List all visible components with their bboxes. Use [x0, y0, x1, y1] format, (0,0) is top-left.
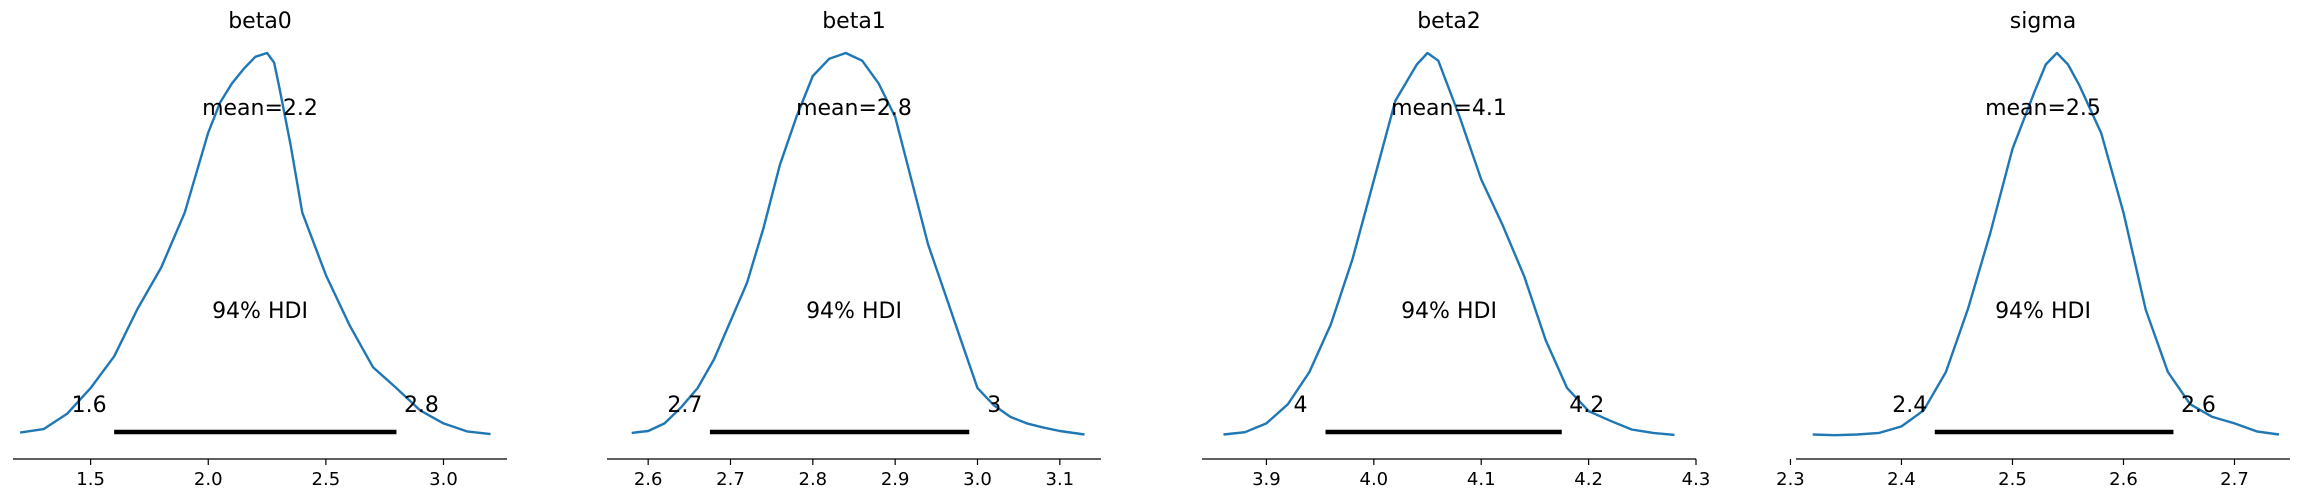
panel-title: beta0: [228, 9, 292, 34]
hdi-label: 94% HDI: [1995, 299, 2091, 324]
x-tick-label: 3.1: [1046, 469, 1075, 490]
hdi-upper-label: 4.2: [1569, 393, 1604, 418]
hdi-label: 94% HDI: [806, 299, 902, 324]
panel-title: beta2: [1417, 9, 1481, 34]
x-tick-label: 2.8: [799, 469, 828, 490]
density-curve: [1812, 51, 2280, 437]
x-tick-label: 2.0: [194, 469, 223, 490]
hdi-lower-label: 1.6: [72, 393, 107, 418]
x-tick-label: 2.7: [2220, 469, 2249, 490]
panel-beta1: beta1 mean=2.8 94% HDI 2.7 3 2.6 2.7 2.8 2.9 3.0 3…: [607, 9, 1101, 490]
hdi-upper-label: 2.6: [2181, 393, 2216, 418]
x-tick-label: 2.4: [1887, 469, 1916, 490]
x-tick-label: 2.6: [634, 469, 663, 490]
hdi-lower-label: 2.7: [667, 393, 702, 418]
density-curve: [19, 51, 491, 436]
density-curve: [631, 51, 1085, 436]
mean-label: mean=2.5: [1985, 96, 2101, 121]
hdi-lower-label: 2.4: [1892, 393, 1927, 418]
hdi-upper-label: 3: [987, 393, 1001, 418]
x-tick-label: 2.9: [881, 469, 910, 490]
x-tick-label: 3.0: [963, 469, 992, 490]
panel-sigma: sigma mean=2.5 94% HDI 2.4 2.6 2.3 2.4 2.5 2.6 2.…: [1776, 9, 2290, 490]
density-curve: [1223, 51, 1675, 437]
mean-label: mean=2.8: [796, 96, 912, 121]
hdi-upper-label: 2.8: [404, 393, 439, 418]
x-tick-label: 1.5: [76, 469, 105, 490]
hdi-label: 94% HDI: [1401, 299, 1497, 324]
mean-label: mean=4.1: [1391, 96, 1507, 121]
x-tick-label: 3.9: [1252, 469, 1281, 490]
mean-label: mean=2.2: [202, 96, 318, 121]
x-tick-label: 2.3: [1776, 469, 1805, 490]
x-tick-label: 4.2: [1574, 469, 1603, 490]
x-tick-label: 2.7: [716, 469, 745, 490]
hdi-lower-label: 4: [1294, 393, 1308, 418]
x-tick-label: 4.1: [1467, 469, 1496, 490]
x-tick-label: 4.3: [1682, 469, 1711, 490]
panel-beta0: beta0 mean=2.2 94% HDI 1.6 2.8 1.5 2.0 2.5 3.0: [13, 9, 507, 490]
panel-title: beta1: [822, 9, 886, 34]
x-tick-label: 2.5: [312, 469, 341, 490]
x-tick-label: 4.0: [1360, 469, 1389, 490]
x-tick-label: 2.5: [1998, 469, 2027, 490]
panel-beta2: beta2 mean=4.1 94% HDI 4 4.2 3.9 4.0 4.1 4.2 4.3: [1202, 9, 1710, 490]
panel-title: sigma: [2010, 9, 2076, 34]
x-tick-label: 2.6: [2109, 469, 2138, 490]
hdi-label: 94% HDI: [212, 299, 308, 324]
x-tick-label: 3.0: [429, 469, 458, 490]
